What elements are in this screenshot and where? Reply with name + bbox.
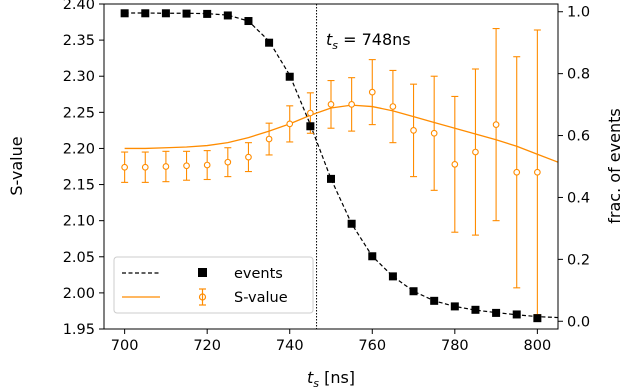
events-point (223, 11, 232, 20)
y-right-tick-label: 0.6 (567, 129, 590, 145)
events-fit-line (124, 12, 558, 319)
events-point (161, 9, 170, 18)
events-point (512, 310, 521, 319)
annotation-label: ts = 748ns (326, 30, 411, 52)
events-point (533, 314, 542, 323)
x-tick-label: 720 (193, 338, 221, 354)
events-point (244, 17, 253, 26)
svalue-point (245, 153, 252, 161)
events-point (285, 72, 294, 81)
events-point (430, 296, 439, 305)
x-tick-label: 740 (276, 338, 304, 354)
svalue-point (451, 160, 459, 168)
legend-box (113, 256, 314, 314)
svalue-point (224, 158, 232, 166)
y-right-tick-label: 1.0 (567, 5, 590, 21)
svalue-point (348, 101, 355, 108)
events-point (141, 9, 150, 18)
svalue-point (162, 163, 170, 170)
svalue-point (472, 148, 479, 156)
y-axis-label-left: S-value (7, 136, 26, 195)
svalue-point (410, 127, 417, 134)
svalue-point (492, 121, 500, 128)
svalue-point (203, 161, 211, 169)
svalue-point (513, 168, 521, 176)
y-left-tick-label: 2.35 (63, 33, 95, 49)
legend-events-marker (198, 268, 207, 277)
events-point (306, 122, 315, 131)
y-right-tick-label: 0.0 (567, 314, 590, 330)
y-left-tick-label: 2.15 (63, 178, 95, 194)
x-tick-label: 760 (358, 338, 386, 354)
x-tick-label: 800 (524, 338, 552, 354)
y-right-tick-label: 0.2 (567, 252, 590, 268)
svalue-point (121, 163, 128, 171)
events-point (388, 272, 397, 281)
events-point (327, 174, 335, 183)
legend: events S-value (113, 256, 314, 314)
events-point (492, 308, 501, 317)
events-point (203, 9, 212, 18)
y-left-tick-label: 1.95 (63, 322, 95, 338)
y-left-tick-label: 2.25 (63, 105, 95, 121)
svalue-point (389, 103, 397, 110)
svalue-point (265, 135, 273, 143)
svalue-point (286, 120, 294, 128)
events-point (409, 287, 418, 296)
y-left-tick-label: 2.05 (63, 250, 95, 266)
y-right-tick-label: 0.8 (567, 67, 590, 83)
plot-frame (103, 3, 559, 330)
svalue-point (307, 109, 314, 117)
y-left-tick-label: 2.30 (63, 69, 95, 85)
events-point (120, 9, 129, 18)
y-right-tick-label: 0.4 (567, 190, 590, 206)
svalue-fit-line (124, 104, 558, 163)
y-left-tick-label: 2.10 (63, 214, 95, 230)
legend-svalue-label: S-value (234, 290, 288, 306)
y-left-tick-label: 2.40 (63, 0, 95, 13)
svalue-point (327, 101, 335, 108)
y-axis-label-right: frac. of events (605, 108, 624, 223)
events-point (368, 252, 377, 261)
svalue-point (183, 162, 190, 170)
svalue-point (430, 129, 438, 137)
svalue-point (534, 168, 541, 176)
x-tick-label: 700 (111, 338, 139, 354)
y-left-tick-label: 2.00 (63, 286, 95, 302)
legend-svalue-marker (198, 293, 207, 301)
events-point (347, 219, 356, 228)
y-left-tick-label: 2.20 (63, 141, 95, 157)
events-point (471, 305, 480, 314)
x-axis-label: ts [ns] (307, 368, 355, 390)
svalue-point (368, 88, 376, 96)
svalue-point (141, 163, 149, 171)
events-point (182, 9, 191, 18)
legend-events-label: events (234, 266, 283, 282)
events-point (450, 302, 459, 311)
x-tick-label: 780 (441, 338, 469, 354)
events-point (265, 38, 274, 47)
